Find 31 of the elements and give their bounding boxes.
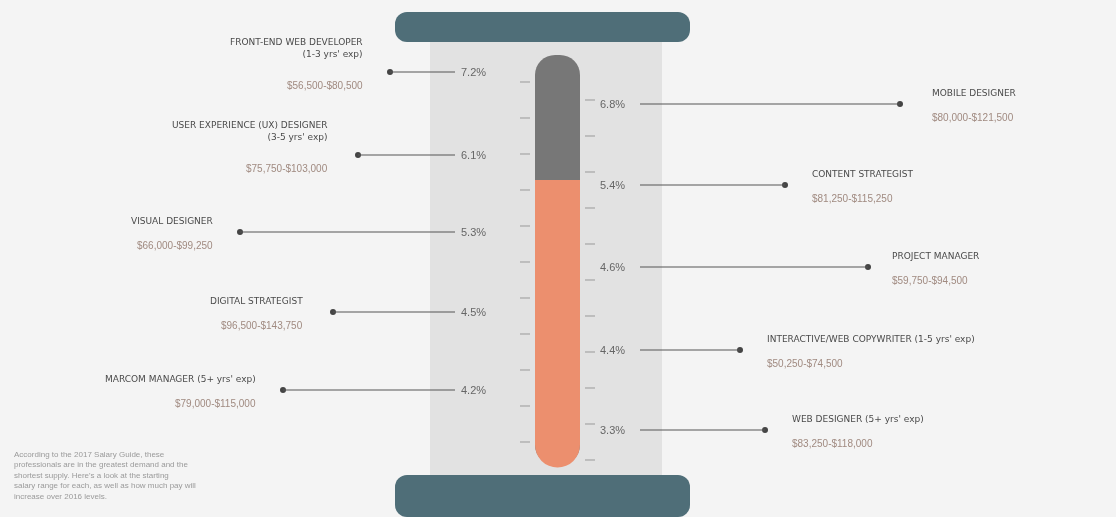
category-label: VISUAL DESIGNER: [131, 216, 213, 226]
data-label: 4.5%: [461, 306, 487, 318]
data-label: 6.8%: [600, 98, 626, 110]
text: According to the 2017 Salary Guide, these professionals are in the greatest demand and the shortest supply. Here's a look at the starting salary range for each, as well as how much pay will increase over 2016 levels.: [14, 450, 197, 501]
category-label: INTERACTIVE/WEB COPYWRITER (1-5 yrs' exp): [767, 334, 975, 344]
text: $81,250-$115,250: [812, 193, 893, 204]
text: $59,750-$94,500: [892, 275, 969, 286]
data-label: 3.3%: [600, 424, 626, 436]
category-label: PROJECT MANAGER: [892, 251, 980, 261]
data-label: 5.4%: [600, 179, 626, 191]
data-label: 7.2%: [461, 66, 487, 78]
text: $79,000-$115,000: [175, 398, 256, 409]
category-label: MARCOM MANAGER (5+ yrs' exp): [105, 374, 256, 384]
text: $50,250-$74,500: [767, 358, 844, 369]
category-label: USER EXPERIENCE (UX) DESIGNER (3-5 yrs' exp): [172, 120, 328, 142]
text: $96,500-$143,750: [221, 320, 303, 331]
text: $56,500-$80,500: [287, 80, 364, 91]
category-label: WEB DESIGNER (5+ yrs' exp): [792, 414, 924, 424]
text: $75,750-$103,000: [246, 163, 328, 174]
category-label: MOBILE DESIGNER: [932, 88, 1016, 98]
data-label: 4.4%: [600, 344, 626, 356]
text: $83,250-$118,000: [792, 438, 873, 449]
category-label: CONTENT STRATEGIST: [812, 169, 914, 179]
data-label: 5.3%: [461, 226, 487, 238]
data-label: 4.2%: [461, 384, 487, 396]
category-label: DIGITAL STRATEGIST: [210, 296, 304, 306]
data-label: 6.1%: [461, 149, 487, 161]
text: $80,000-$121,500: [932, 112, 1014, 123]
data-label: 4.6%: [600, 261, 626, 273]
category-label: FRONT-END WEB DEVELOPER (1-3 yrs' exp): [230, 37, 363, 59]
text: $66,000-$99,250: [137, 240, 214, 251]
